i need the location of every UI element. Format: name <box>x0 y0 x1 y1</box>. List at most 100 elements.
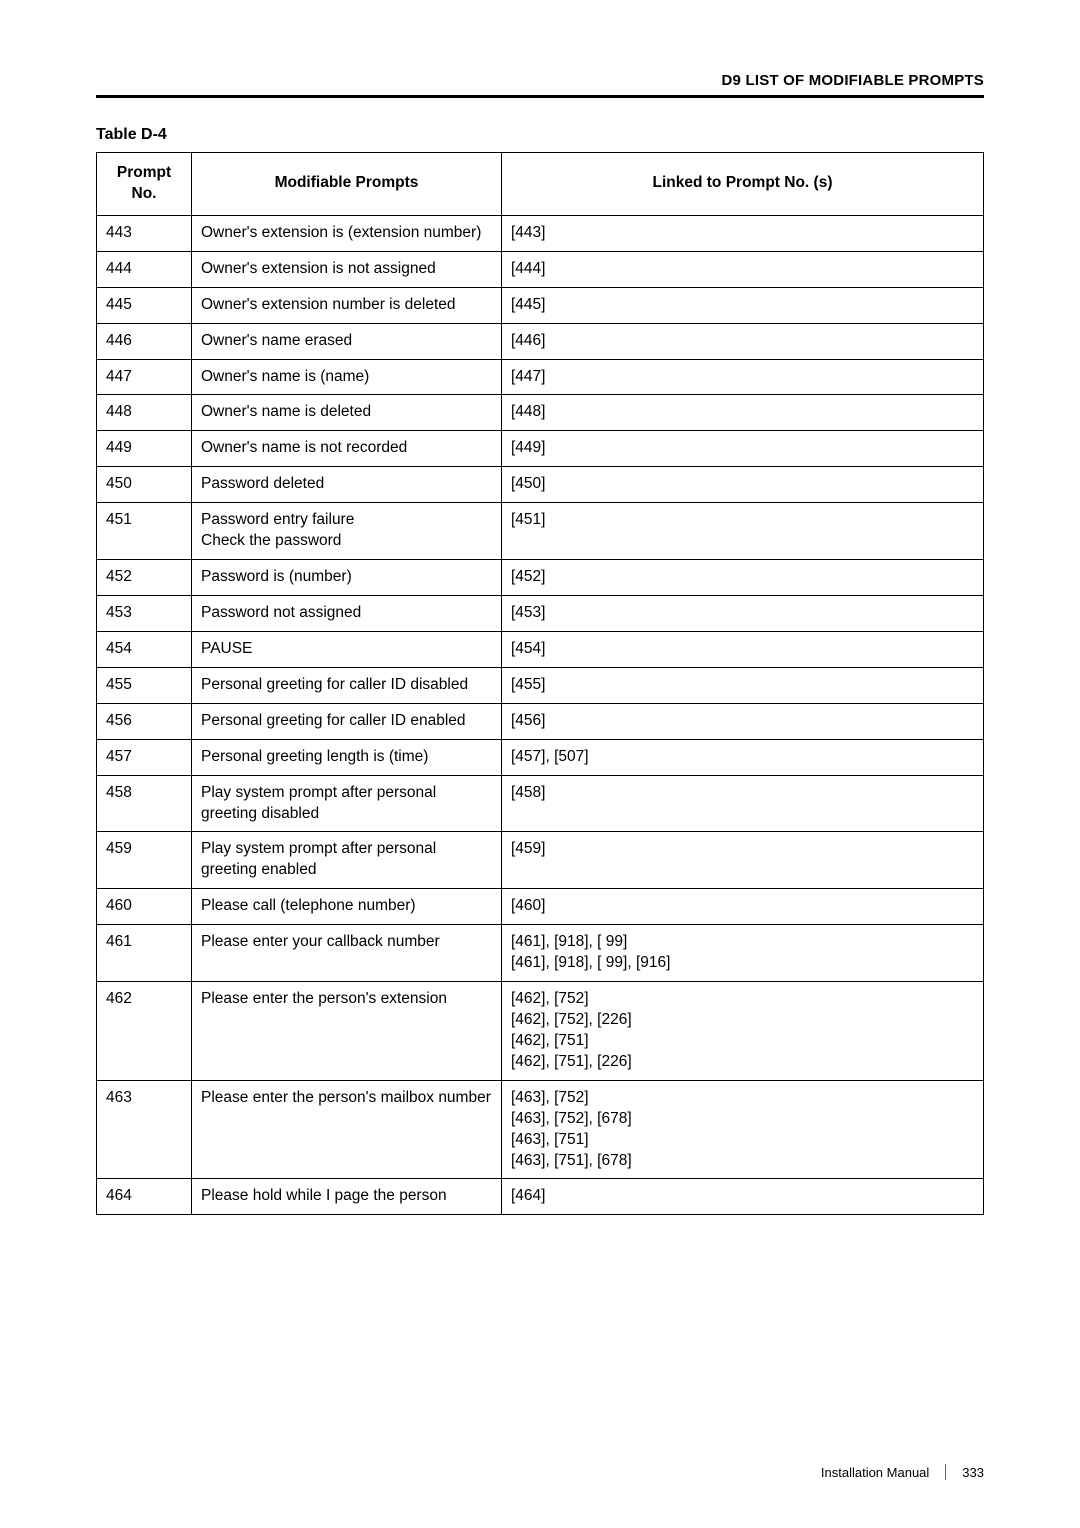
cell-linked-prompt: [451] <box>502 503 984 560</box>
cell-prompt-no: 451 <box>97 503 192 560</box>
footer-page-number: 333 <box>962 1465 984 1480</box>
cell-modifiable-prompt: Owner's name is deleted <box>192 395 502 431</box>
col-header-modifiable: Modifiable Prompts <box>192 153 502 216</box>
cell-prompt-no: 454 <box>97 631 192 667</box>
col-header-linked: Linked to Prompt No. (s) <box>502 153 984 216</box>
table-row: 449Owner's name is not recorded[449] <box>97 431 984 467</box>
cell-modifiable-prompt: Password deleted <box>192 467 502 503</box>
cell-modifiable-prompt: Owner's name is (name) <box>192 359 502 395</box>
cell-linked-prompt: [464] <box>502 1179 984 1215</box>
cell-prompt-no: 447 <box>97 359 192 395</box>
cell-linked-prompt: [453] <box>502 595 984 631</box>
table-header-row: Prompt No. Modifiable Prompts Linked to … <box>97 153 984 216</box>
cell-linked-prompt: [457], [507] <box>502 739 984 775</box>
prompts-table: Prompt No. Modifiable Prompts Linked to … <box>96 152 984 1215</box>
table-row: 448Owner's name is deleted[448] <box>97 395 984 431</box>
table-caption: Table D-4 <box>96 126 984 144</box>
cell-linked-prompt: [447] <box>502 359 984 395</box>
cell-modifiable-prompt: Password is (number) <box>192 560 502 596</box>
cell-prompt-no: 444 <box>97 251 192 287</box>
table-row: 457Personal greeting length is (time)[45… <box>97 739 984 775</box>
cell-modifiable-prompt: Please enter the person's extension <box>192 982 502 1081</box>
table-row: 444Owner's extension is not assigned[444… <box>97 251 984 287</box>
cell-modifiable-prompt: Personal greeting for caller ID enabled <box>192 703 502 739</box>
footer-divider <box>945 1464 946 1480</box>
table-row: 451Password entry failure Check the pass… <box>97 503 984 560</box>
table-row: 458Play system prompt after personal gre… <box>97 775 984 832</box>
cell-modifiable-prompt: Owner's name is not recorded <box>192 431 502 467</box>
cell-linked-prompt: [443] <box>502 215 984 251</box>
table-row: 461Please enter your callback number[461… <box>97 925 984 982</box>
table-row: 447Owner's name is (name)[447] <box>97 359 984 395</box>
table-row: 446Owner's name erased[446] <box>97 323 984 359</box>
page-container: D9 LIST OF MODIFIABLE PROMPTS Table D-4 … <box>0 0 1080 1275</box>
cell-prompt-no: 456 <box>97 703 192 739</box>
cell-prompt-no: 449 <box>97 431 192 467</box>
cell-prompt-no: 462 <box>97 982 192 1081</box>
cell-linked-prompt: [446] <box>502 323 984 359</box>
cell-prompt-no: 458 <box>97 775 192 832</box>
cell-linked-prompt: [459] <box>502 832 984 889</box>
cell-linked-prompt: [449] <box>502 431 984 467</box>
cell-prompt-no: 455 <box>97 667 192 703</box>
cell-modifiable-prompt: Personal greeting for caller ID disabled <box>192 667 502 703</box>
cell-modifiable-prompt: PAUSE <box>192 631 502 667</box>
cell-modifiable-prompt: Password not assigned <box>192 595 502 631</box>
table-row: 454PAUSE[454] <box>97 631 984 667</box>
table-row: 453Password not assigned[453] <box>97 595 984 631</box>
cell-modifiable-prompt: Play system prompt after personal greeti… <box>192 775 502 832</box>
cell-prompt-no: 448 <box>97 395 192 431</box>
cell-prompt-no: 459 <box>97 832 192 889</box>
cell-linked-prompt: [460] <box>502 889 984 925</box>
header-region: D9 LIST OF MODIFIABLE PROMPTS <box>96 72 984 98</box>
table-row: 455Personal greeting for caller ID disab… <box>97 667 984 703</box>
cell-linked-prompt: [454] <box>502 631 984 667</box>
cell-prompt-no: 457 <box>97 739 192 775</box>
cell-linked-prompt: [461], [918], [ 99] [461], [918], [ 99],… <box>502 925 984 982</box>
cell-modifiable-prompt: Please call (telephone number) <box>192 889 502 925</box>
table-row: 443Owner's extension is (extension numbe… <box>97 215 984 251</box>
cell-linked-prompt: [450] <box>502 467 984 503</box>
cell-modifiable-prompt: Please enter the person's mailbox number <box>192 1080 502 1179</box>
cell-linked-prompt: [463], [752] [463], [752], [678] [463], … <box>502 1080 984 1179</box>
cell-modifiable-prompt: Owner's extension is (extension number) <box>192 215 502 251</box>
cell-prompt-no: 450 <box>97 467 192 503</box>
cell-prompt-no: 443 <box>97 215 192 251</box>
cell-modifiable-prompt: Owner's name erased <box>192 323 502 359</box>
table-row: 462Please enter the person's extension[4… <box>97 982 984 1081</box>
page-footer: Installation Manual 333 <box>821 1464 984 1480</box>
cell-linked-prompt: [444] <box>502 251 984 287</box>
cell-linked-prompt: [448] <box>502 395 984 431</box>
table-row: 452Password is (number)[452] <box>97 560 984 596</box>
cell-prompt-no: 463 <box>97 1080 192 1179</box>
table-row: 445Owner's extension number is deleted[4… <box>97 287 984 323</box>
table-row: 450Password deleted[450] <box>97 467 984 503</box>
cell-prompt-no: 445 <box>97 287 192 323</box>
cell-prompt-no: 461 <box>97 925 192 982</box>
cell-modifiable-prompt: Owner's extension number is deleted <box>192 287 502 323</box>
footer-doc-label: Installation Manual <box>821 1465 929 1480</box>
cell-modifiable-prompt: Owner's extension is not assigned <box>192 251 502 287</box>
cell-modifiable-prompt: Please hold while I page the person <box>192 1179 502 1215</box>
cell-prompt-no: 446 <box>97 323 192 359</box>
cell-prompt-no: 460 <box>97 889 192 925</box>
cell-modifiable-prompt: Personal greeting length is (time) <box>192 739 502 775</box>
col-header-prompt-no: Prompt No. <box>97 153 192 216</box>
cell-linked-prompt: [452] <box>502 560 984 596</box>
table-row: 463Please enter the person's mailbox num… <box>97 1080 984 1179</box>
table-row: 459Play system prompt after personal gre… <box>97 832 984 889</box>
cell-linked-prompt: [445] <box>502 287 984 323</box>
table-row: 460Please call (telephone number)[460] <box>97 889 984 925</box>
section-title: D9 LIST OF MODIFIABLE PROMPTS <box>96 72 984 89</box>
cell-linked-prompt: [458] <box>502 775 984 832</box>
table-row: 464Please hold while I page the person[4… <box>97 1179 984 1215</box>
cell-prompt-no: 464 <box>97 1179 192 1215</box>
cell-linked-prompt: [462], [752] [462], [752], [226] [462], … <box>502 982 984 1081</box>
cell-prompt-no: 452 <box>97 560 192 596</box>
cell-linked-prompt: [456] <box>502 703 984 739</box>
cell-modifiable-prompt: Please enter your callback number <box>192 925 502 982</box>
table-row: 456Personal greeting for caller ID enabl… <box>97 703 984 739</box>
cell-modifiable-prompt: Password entry failure Check the passwor… <box>192 503 502 560</box>
cell-modifiable-prompt: Play system prompt after personal greeti… <box>192 832 502 889</box>
cell-prompt-no: 453 <box>97 595 192 631</box>
